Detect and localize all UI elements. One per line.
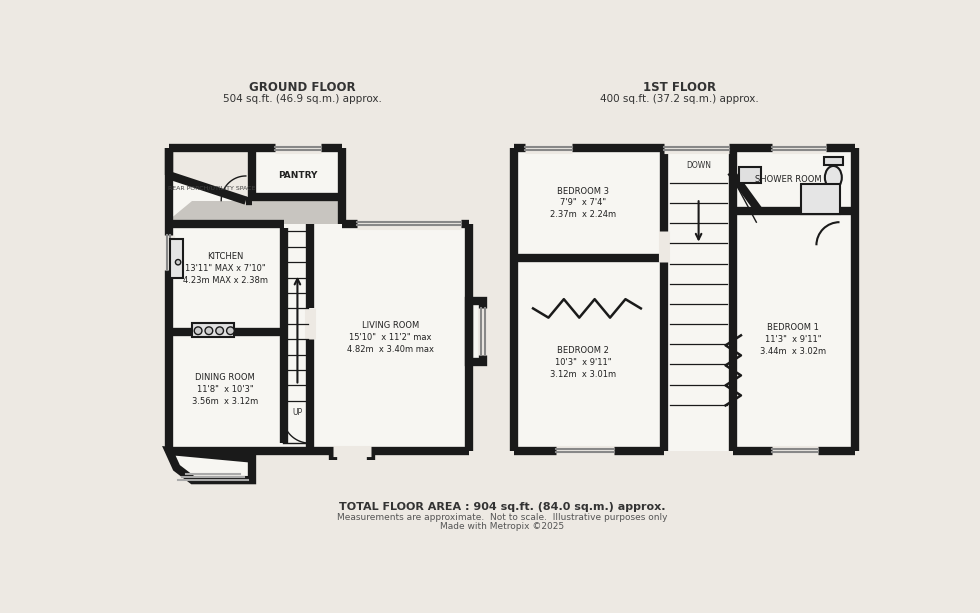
- Circle shape: [194, 327, 202, 335]
- Polygon shape: [252, 148, 342, 197]
- Polygon shape: [733, 211, 855, 451]
- Text: KITCHEN
13'11" MAX x 7'10"
4.23m MAX x 2.38m: KITCHEN 13'11" MAX x 7'10" 4.23m MAX x 2…: [182, 252, 268, 284]
- Bar: [801, 184, 840, 215]
- Text: SHOWER ROOM: SHOWER ROOM: [756, 175, 822, 183]
- Polygon shape: [169, 451, 252, 480]
- Polygon shape: [169, 451, 252, 480]
- Bar: [170, 239, 183, 278]
- Polygon shape: [169, 148, 252, 200]
- Text: DINING ROOM
11'8"  x 10'3"
3.56m  x 3.12m: DINING ROOM 11'8" x 10'3" 3.56m x 3.12m: [192, 373, 258, 406]
- Ellipse shape: [825, 166, 842, 189]
- Text: PANTRY: PANTRY: [278, 170, 318, 180]
- Bar: [824, 158, 843, 165]
- Text: 400 sq.ft. (37.2 sq.m.) approx.: 400 sq.ft. (37.2 sq.m.) approx.: [600, 94, 759, 104]
- Circle shape: [205, 327, 213, 335]
- Text: UP: UP: [292, 408, 303, 417]
- Polygon shape: [733, 148, 855, 211]
- Circle shape: [226, 327, 234, 335]
- Text: Made with Metropix ©2025: Made with Metropix ©2025: [440, 522, 564, 531]
- Text: REAR PORCH/UTILITY SPACE: REAR PORCH/UTILITY SPACE: [168, 185, 255, 190]
- Polygon shape: [514, 258, 664, 451]
- Bar: [740, 167, 761, 183]
- Text: 504 sq.ft. (46.9 sq.m.) approx.: 504 sq.ft. (46.9 sq.m.) approx.: [222, 94, 381, 104]
- Text: TOTAL FLOOR AREA : 904 sq.ft. (84.0 sq.m.) approx.: TOTAL FLOOR AREA : 904 sq.ft. (84.0 sq.m…: [339, 502, 665, 512]
- Circle shape: [216, 327, 223, 335]
- Text: BEDROOM 2
10'3"  x 9'11"
3.12m  x 3.01m: BEDROOM 2 10'3" x 9'11" 3.12m x 3.01m: [550, 346, 616, 379]
- Polygon shape: [169, 200, 252, 220]
- Text: GROUND FLOOR: GROUND FLOOR: [249, 81, 356, 94]
- Text: LIVING ROOM
15'10"  x 11'2" max
4.82m  x 3.40m max: LIVING ROOM 15'10" x 11'2" max 4.82m x 3…: [347, 321, 434, 354]
- Polygon shape: [469, 301, 483, 362]
- Bar: [192, 323, 234, 337]
- Polygon shape: [252, 197, 342, 224]
- Polygon shape: [169, 148, 469, 451]
- Text: BEDROOM 3
7'9"  x 7'4"
2.37m  x 2.24m: BEDROOM 3 7'9" x 7'4" 2.37m x 2.24m: [550, 186, 616, 219]
- Text: 1ST FLOOR: 1ST FLOOR: [643, 81, 716, 94]
- Polygon shape: [514, 148, 664, 258]
- Polygon shape: [664, 148, 733, 451]
- Text: BEDROOM 1
11'3"  x 9'11"
3.44m  x 3.02m: BEDROOM 1 11'3" x 9'11" 3.44m x 3.02m: [760, 323, 826, 356]
- Circle shape: [175, 259, 180, 265]
- Text: DOWN: DOWN: [686, 161, 711, 170]
- Text: Measurements are approximate.  Not to scale.  Illustrative purposes only: Measurements are approximate. Not to sca…: [337, 512, 667, 522]
